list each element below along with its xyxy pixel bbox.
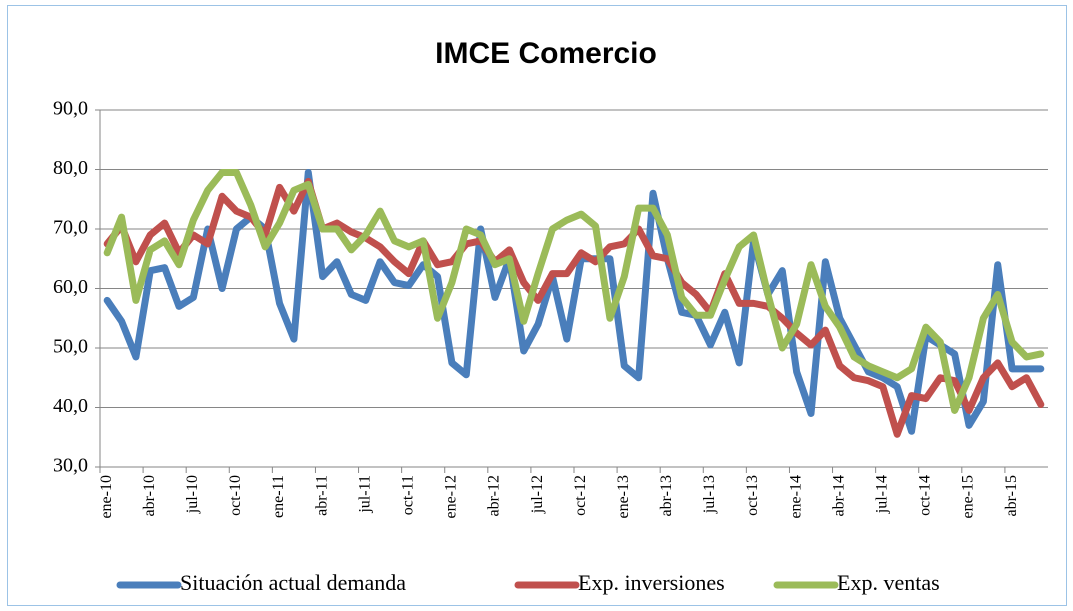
x-tick-label: oct-10 xyxy=(227,475,244,516)
y-tick-label: 70,0 xyxy=(53,217,88,239)
y-tick-label: 30,0 xyxy=(53,455,88,477)
x-tick-label: ene-12 xyxy=(443,475,460,519)
x-tick-label: ene-10 xyxy=(98,475,115,519)
x-tick-label: jul-14 xyxy=(873,475,890,514)
data-line xyxy=(103,168,1045,414)
y-tick-label: 60,0 xyxy=(53,276,88,298)
x-tick-label: abr-11 xyxy=(313,475,330,516)
x-tick-label: abr-15 xyxy=(1003,475,1020,516)
x-tick-label: jul-10 xyxy=(184,475,201,514)
x-tick-label: oct-14 xyxy=(917,475,934,516)
x-tick-label: ene-15 xyxy=(960,475,977,519)
y-tick-label: 90,0 xyxy=(53,98,88,120)
chart-title: IMCE Comercio xyxy=(435,37,657,70)
y-tick-label: 50,0 xyxy=(53,336,88,358)
legend-label: Exp. inversiones xyxy=(578,570,725,595)
x-tick-label: abr-13 xyxy=(658,475,675,516)
y-tick-label: 40,0 xyxy=(53,395,88,417)
x-tick-label: oct-13 xyxy=(744,475,761,516)
x-tick-label: abr-12 xyxy=(486,475,503,516)
x-tick-label: ene-14 xyxy=(787,475,804,519)
x-tick-label: abr-14 xyxy=(830,475,847,516)
chart-border xyxy=(7,5,1067,606)
x-tick-label: abr-10 xyxy=(141,475,158,516)
x-tick-label: jul-12 xyxy=(529,475,546,514)
y-tick-label: 80,0 xyxy=(53,157,88,179)
x-tick-label: oct-12 xyxy=(572,475,589,516)
x-tick-label: oct-11 xyxy=(399,475,416,515)
legend-label: Situación actual demanda xyxy=(180,570,406,595)
x-tick-label: ene-13 xyxy=(615,475,632,519)
x-tick-label: ene-11 xyxy=(270,475,287,518)
x-tick-label: jul-11 xyxy=(356,475,373,514)
legend-label: Exp. ventas xyxy=(837,570,940,595)
x-tick-label: jul-13 xyxy=(701,475,718,514)
